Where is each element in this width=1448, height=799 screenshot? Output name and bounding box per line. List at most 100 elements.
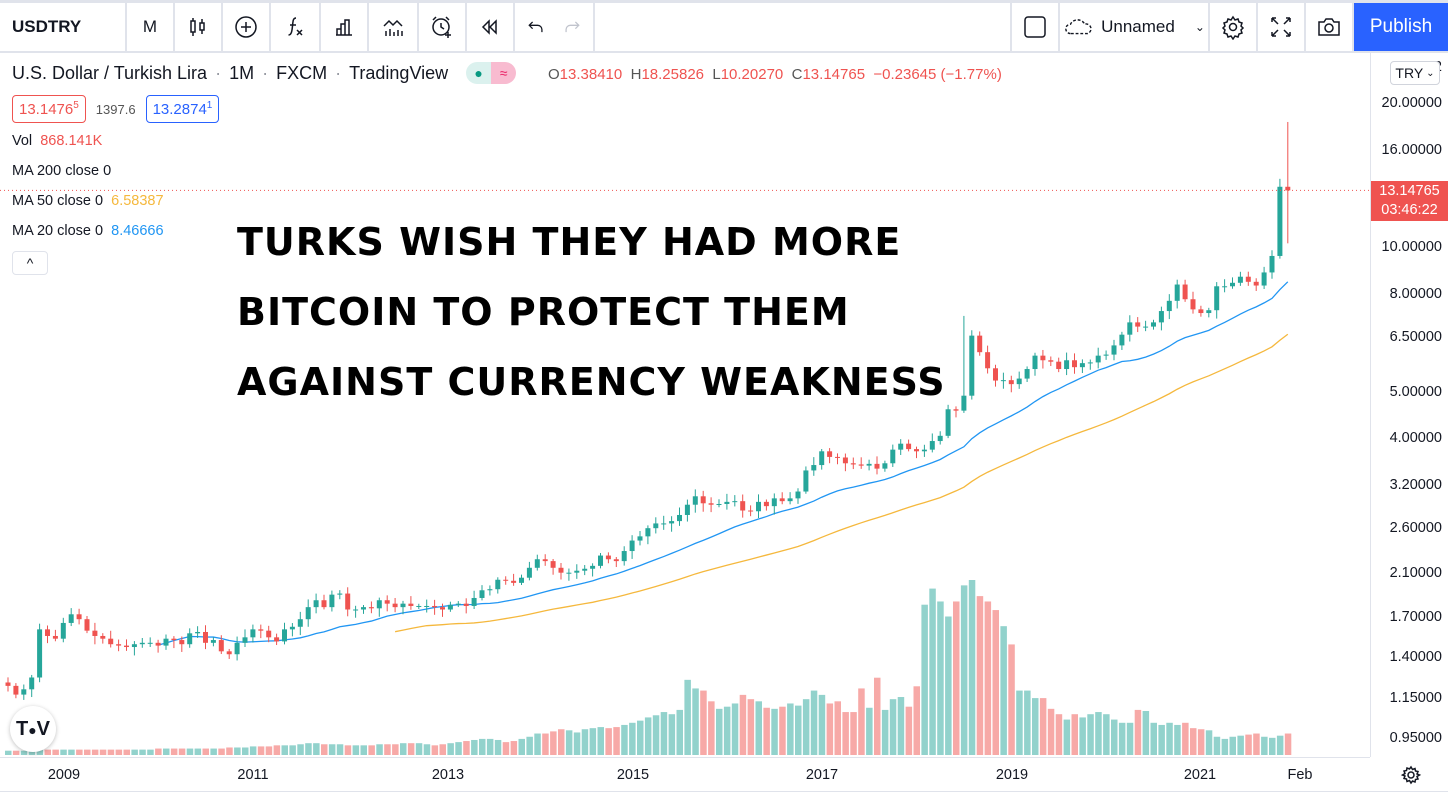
candle-body bbox=[1151, 322, 1156, 327]
volume-bar bbox=[550, 731, 557, 755]
volume-bar bbox=[226, 747, 233, 755]
candle-body bbox=[60, 622, 66, 639]
candle-body bbox=[763, 501, 769, 507]
candle-body bbox=[242, 637, 248, 643]
volume-bar bbox=[1284, 733, 1292, 755]
volume-bar bbox=[779, 706, 786, 755]
layout-name: Unnamed bbox=[1101, 17, 1175, 36]
snapshot-button[interactable] bbox=[1306, 3, 1354, 51]
buy-button[interactable]: 13.28741 bbox=[145, 95, 220, 123]
volume-bar bbox=[739, 694, 747, 755]
volume-bar bbox=[1197, 729, 1205, 755]
volume-bar bbox=[1174, 724, 1181, 755]
indicator-value: 8.46666 bbox=[111, 223, 164, 239]
indicators-button[interactable] bbox=[271, 3, 321, 51]
interval-button[interactable]: M bbox=[127, 3, 175, 51]
candle-body bbox=[519, 577, 524, 583]
financials-button[interactable] bbox=[321, 3, 369, 51]
symbol-search-button[interactable]: USDTRY bbox=[0, 3, 127, 51]
undo-icon[interactable] bbox=[525, 14, 547, 40]
candle-body bbox=[187, 633, 193, 645]
candle-body bbox=[566, 572, 572, 574]
price-chart[interactable] bbox=[0, 53, 1370, 757]
replay-button[interactable] bbox=[467, 3, 515, 51]
fullscreen-button[interactable] bbox=[1258, 3, 1306, 51]
volume-bar bbox=[1245, 734, 1252, 755]
candle-body bbox=[637, 536, 643, 541]
market-status-pill[interactable]: ● ≈ bbox=[466, 62, 517, 84]
layout-select-button[interactable] bbox=[1010, 3, 1060, 51]
sell-button[interactable]: 13.14765 bbox=[12, 95, 86, 123]
fullscreen-icon bbox=[1271, 17, 1291, 37]
volume-bar bbox=[12, 750, 20, 755]
indicator-legend-1[interactable]: MA 200 close 0 bbox=[12, 163, 119, 179]
candle-body bbox=[124, 645, 129, 648]
redo-icon[interactable] bbox=[561, 14, 583, 40]
volume-bar bbox=[1221, 738, 1229, 755]
collapse-legend-button[interactable]: ^ bbox=[12, 251, 48, 275]
indicator-legend-0[interactable]: Vol 868.141K bbox=[12, 133, 102, 149]
candle-body bbox=[1158, 311, 1164, 323]
volume-bar bbox=[400, 743, 407, 755]
axis-settings-button[interactable] bbox=[1398, 762, 1424, 788]
candle-body bbox=[100, 635, 106, 639]
volume-bar bbox=[1213, 736, 1221, 755]
volume-bar bbox=[218, 748, 225, 755]
gear-icon bbox=[1221, 15, 1245, 40]
chevron-down-icon: ⌄ bbox=[1426, 67, 1435, 79]
candle-body bbox=[487, 589, 493, 591]
volume-bar bbox=[178, 748, 186, 755]
candle-body bbox=[1079, 363, 1085, 368]
alert-button[interactable] bbox=[419, 3, 467, 51]
time-axis[interactable]: 2009 2011 2013 2015 2017 2019 2021 Feb bbox=[0, 757, 1370, 791]
volume-bar bbox=[1032, 698, 1039, 755]
time-tick: 2015 bbox=[616, 767, 650, 783]
settings-button[interactable] bbox=[1210, 3, 1258, 51]
volume-bar bbox=[305, 743, 312, 755]
volume-bar bbox=[795, 705, 802, 755]
candle-body bbox=[376, 600, 382, 609]
time-tick: 2009 bbox=[47, 767, 81, 783]
volume-bar bbox=[194, 748, 202, 755]
high-value: 18.25826 bbox=[641, 66, 705, 83]
chart-type-button[interactable] bbox=[175, 3, 223, 51]
candle-body bbox=[297, 619, 303, 627]
templates-button[interactable] bbox=[369, 3, 419, 51]
price-tick: 4.00000 bbox=[1389, 430, 1442, 447]
layout-name-button[interactable]: Unnamed ⌄ bbox=[1060, 3, 1210, 51]
volume-bar bbox=[1024, 690, 1031, 755]
volume-bar bbox=[115, 749, 123, 755]
ohlc-values: O13.38410 H18.25826 L10.20270 C13.14765 … bbox=[548, 66, 1002, 83]
volume-bar bbox=[652, 715, 660, 755]
price-axis[interactable]: 20.00000 16.00000 10.00000 8.00000 6.50000 5.… bbox=[1370, 53, 1448, 757]
tradingview-logo[interactable]: T●V bbox=[10, 706, 56, 752]
indicator-legend-3[interactable]: MA 20 close 0 8.46666 bbox=[12, 223, 164, 239]
volume-bar bbox=[542, 733, 549, 755]
volume-bar bbox=[573, 732, 581, 755]
volume-bar bbox=[1016, 690, 1023, 755]
volume-bar bbox=[376, 744, 383, 755]
volume-bar bbox=[637, 720, 644, 755]
time-tick: 2019 bbox=[995, 767, 1029, 783]
volume-bar bbox=[431, 745, 439, 755]
legend-interval: 1M bbox=[229, 62, 255, 83]
publish-button[interactable]: Publish bbox=[1354, 3, 1448, 51]
price-tick: 20.00000 bbox=[1381, 95, 1442, 111]
candle-body bbox=[677, 514, 682, 522]
volume-bar bbox=[249, 746, 257, 755]
bid-pip: 5 bbox=[73, 100, 79, 111]
currency-select[interactable]: TRY ⌄ bbox=[1390, 61, 1440, 85]
candle-body bbox=[756, 501, 761, 512]
candle-body bbox=[835, 456, 840, 458]
compare-button[interactable] bbox=[223, 3, 271, 51]
candle-body bbox=[866, 463, 872, 466]
candle-body bbox=[1277, 186, 1283, 256]
volume-bar bbox=[1095, 712, 1102, 755]
candle-body bbox=[432, 605, 438, 608]
candle-body bbox=[724, 501, 730, 504]
candle-body bbox=[708, 503, 714, 505]
candle-body bbox=[218, 640, 224, 652]
indicator-legend-2[interactable]: MA 50 close 0 6.58387 bbox=[12, 193, 164, 209]
volume-bar bbox=[170, 748, 178, 755]
candle-body bbox=[400, 603, 406, 608]
